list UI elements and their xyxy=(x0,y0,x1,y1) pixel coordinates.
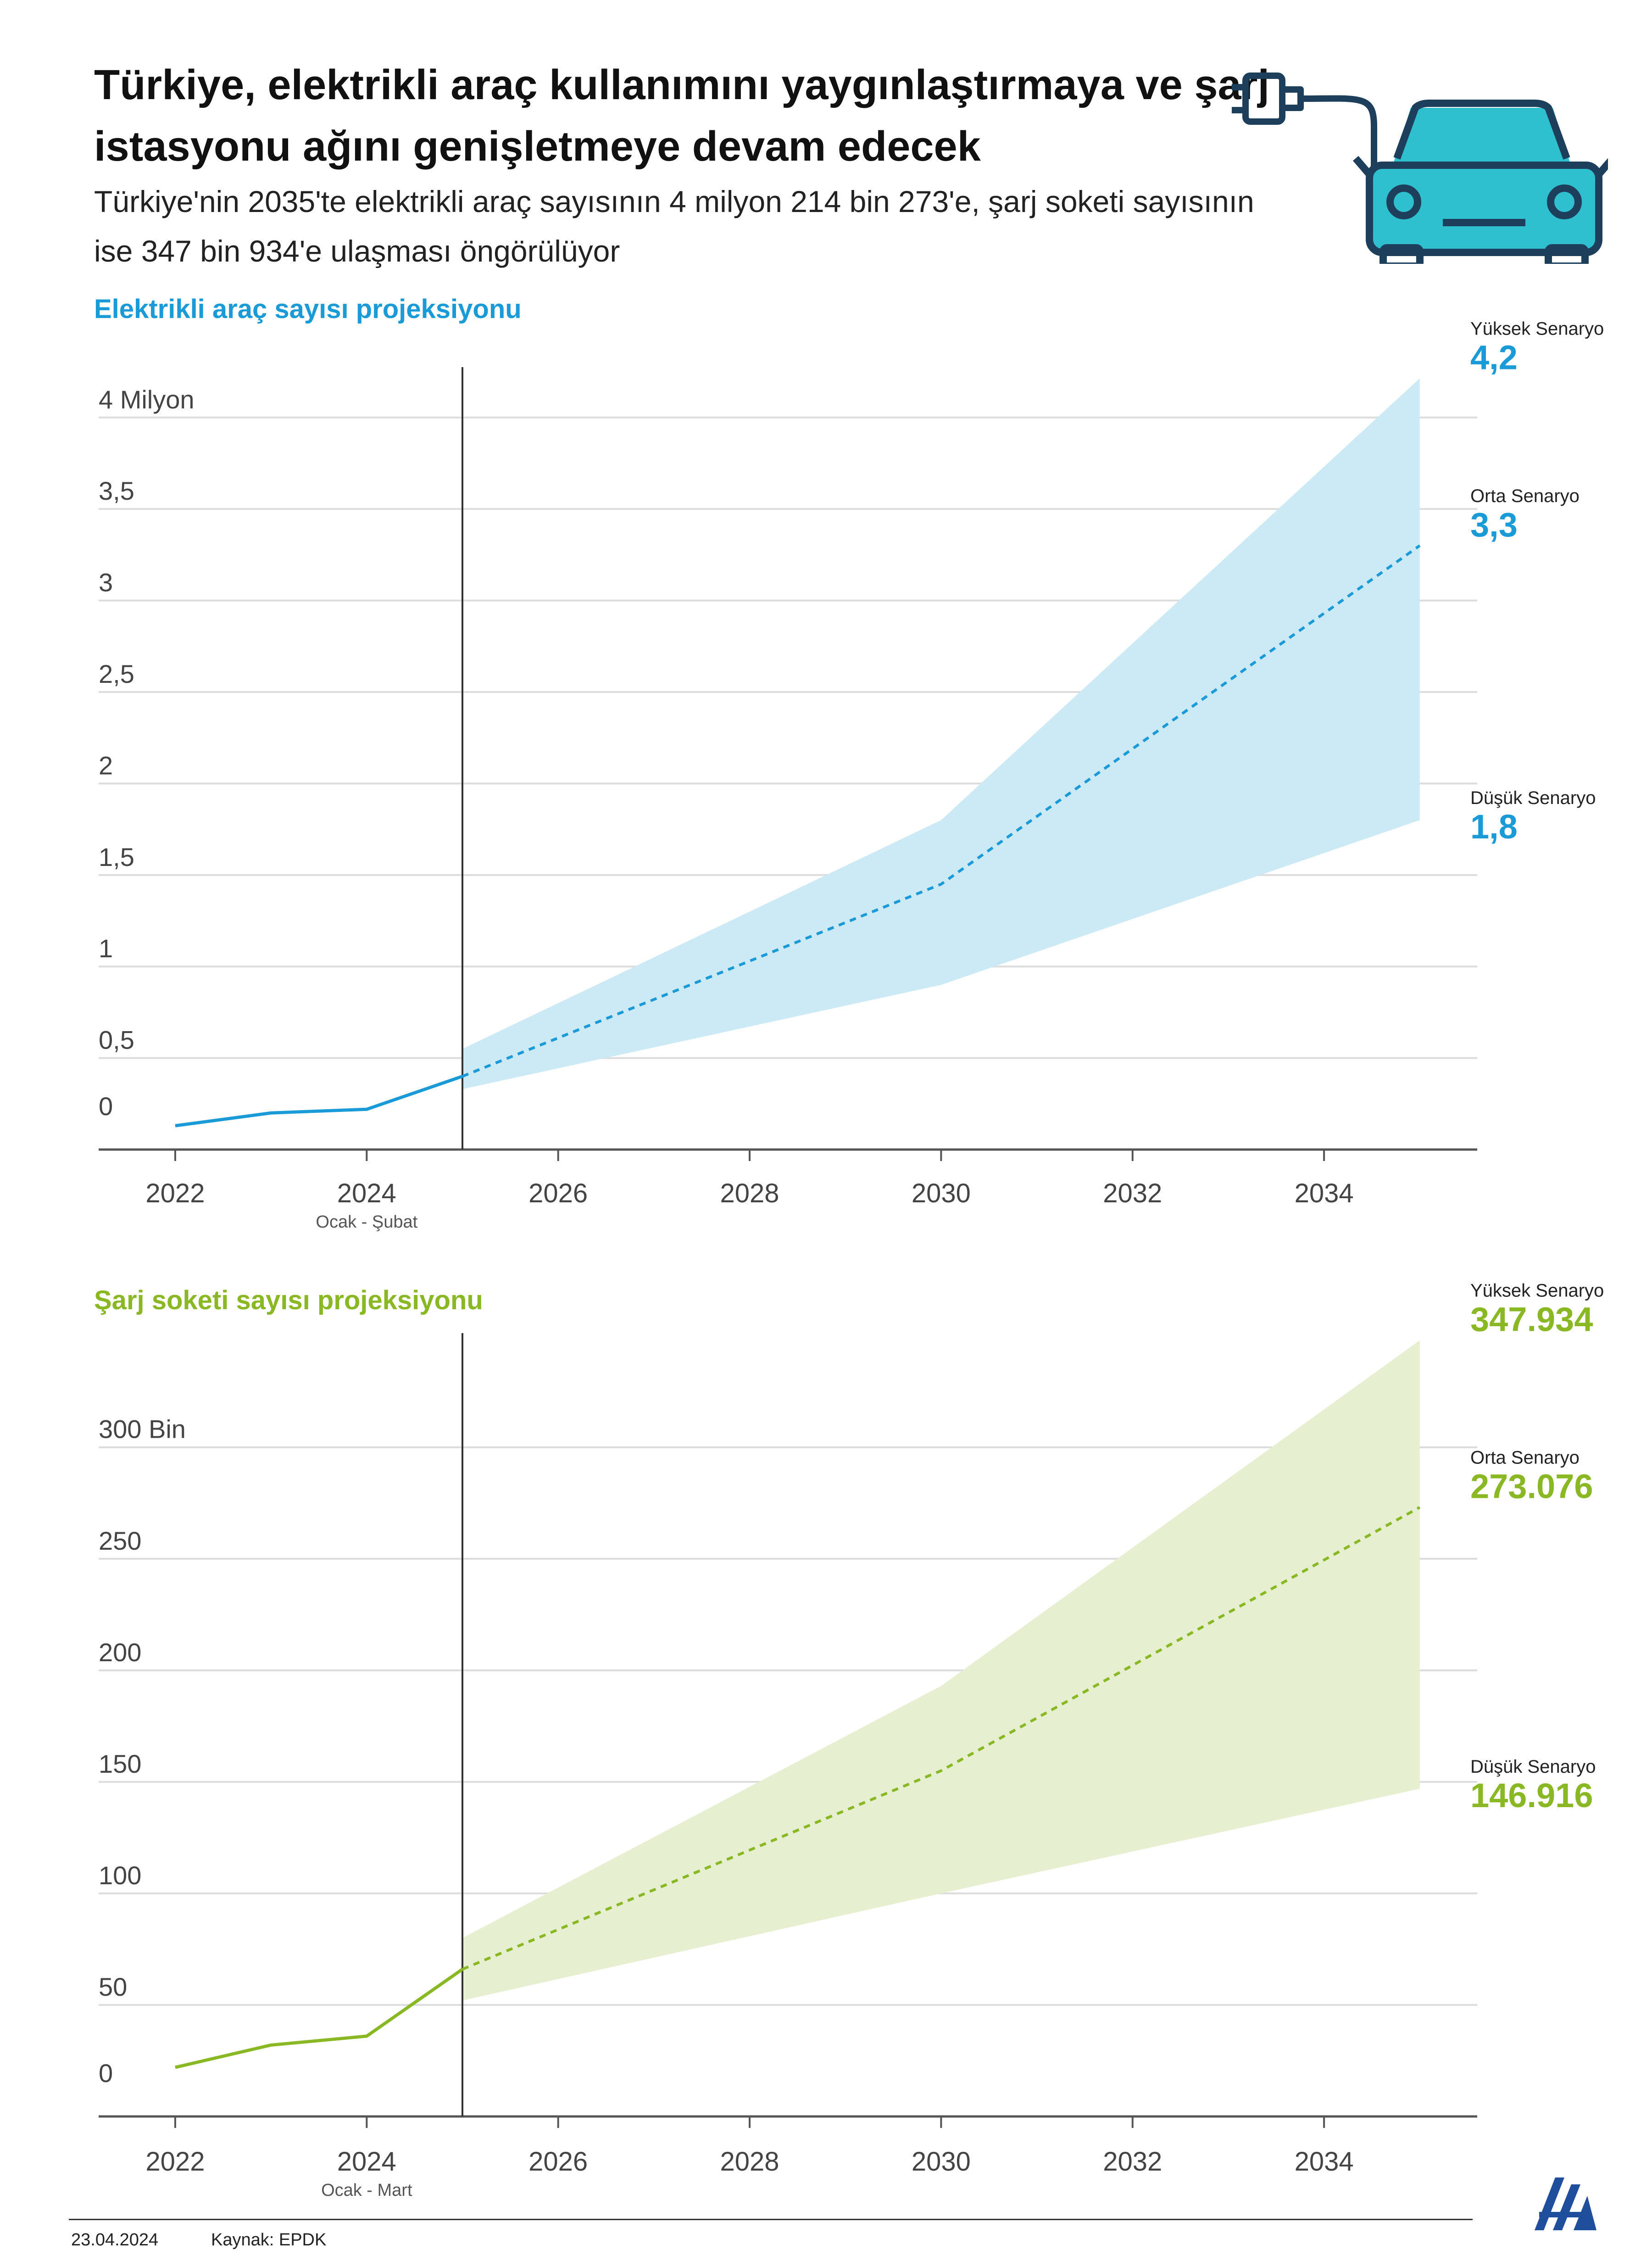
footer-source: Kaynak: EPDK xyxy=(211,2230,327,2250)
y-tick-label: 100 xyxy=(99,1861,141,1890)
scenario-value-label: 146.916 xyxy=(1470,1776,1593,1814)
historical-line xyxy=(175,1075,463,1128)
y-tick-label: 200 xyxy=(99,1638,141,1667)
scenario-value-label: 273.076 xyxy=(1470,1468,1593,1506)
y-tick-label: 3,5 xyxy=(99,476,134,505)
x-tick-label: 2024 xyxy=(337,1178,396,1208)
x-tick-label: 2032 xyxy=(1103,1178,1162,1208)
scenario-value-label: 1,8 xyxy=(1470,808,1518,846)
y-tick-label: 4 Milyon xyxy=(99,385,195,414)
x-tick-label: 2034 xyxy=(1295,2147,1354,2177)
ev-projection-chart: 0 0,5 1 1,5 2 2,5 3 3,5 4 Milyon 2022 2024 2026 2028… xyxy=(99,318,1604,1232)
x-tick-label: 2024 xyxy=(337,2147,396,2177)
y-tick-label: 1 xyxy=(99,934,113,963)
x-note: Ocak - Şubat xyxy=(316,1212,417,1232)
x-tick-label: 2030 xyxy=(912,1178,971,1208)
socket-projection-chart: 0 50 100 150 200 250 300 Bin 2022 2024 2026 2028 20… xyxy=(99,1281,1604,2200)
mid-scenario-line xyxy=(462,544,1421,1078)
scenario-name: Orta Senaryo xyxy=(1470,486,1580,506)
x-tick-label: 2030 xyxy=(912,2147,971,2177)
scenario-name: Orta Senaryo xyxy=(1470,1448,1580,1468)
page-subtitle: Türkiye'nin 2035'te elektrikli araç sayı… xyxy=(94,184,1254,268)
y-tick-label: 250 xyxy=(99,1526,141,1555)
y-tick-label: 1,5 xyxy=(99,843,134,871)
scenario-value-label: 347.934 xyxy=(1470,1301,1593,1339)
scenario-band xyxy=(462,1340,1420,2001)
x-tick-label: 2026 xyxy=(528,2147,588,2177)
chart-title-socket: Şarj soketi sayısı projeksiyonu xyxy=(94,1285,483,1315)
aa-logo-icon xyxy=(1535,2177,1596,2230)
y-tick-label: 3 xyxy=(99,568,113,597)
page-title: Türkiye, elektrikli araç kullanımını yay… xyxy=(94,61,1270,170)
x-tick-label: 2026 xyxy=(528,1178,588,1208)
ev-charging-car-icon xyxy=(1232,73,1608,264)
y-tick-label: 0,5 xyxy=(99,1026,134,1055)
scenario-name: Yüksek Senaryo xyxy=(1470,318,1604,339)
scenario-value-label: 3,3 xyxy=(1470,506,1518,544)
y-tick-label: 150 xyxy=(99,1749,141,1778)
x-tick-label: 2028 xyxy=(720,2147,779,2177)
footer-date: 23.04.2024 xyxy=(71,2230,159,2250)
y-tick-label: 50 xyxy=(99,1972,127,2001)
scenario-name: Düşük Senaryo xyxy=(1470,788,1596,808)
x-tick-label: 2034 xyxy=(1295,1178,1354,1208)
mid-scenario-line xyxy=(462,1506,1421,1971)
chart-title-ev: Elektrikli araç sayısı projeksiyonu xyxy=(94,294,522,324)
historical-line xyxy=(175,1968,463,2069)
scenario-value-label: 4,2 xyxy=(1470,338,1518,376)
x-tick-label: 2028 xyxy=(720,1178,779,1208)
x-tick-label: 2032 xyxy=(1103,2147,1162,2177)
y-tick-label: 0 xyxy=(99,2059,113,2088)
y-tick-label: 2,5 xyxy=(99,659,134,688)
scenario-band xyxy=(462,378,1420,1089)
y-tick-label: 2 xyxy=(99,751,113,780)
x-tick-label: 2022 xyxy=(145,2147,205,2177)
footer-divider xyxy=(69,2219,1473,2220)
x-tick-label: 2022 xyxy=(145,1178,205,1208)
x-note: Ocak - Mart xyxy=(321,2181,412,2200)
y-tick-label: 300 Bin xyxy=(99,1415,186,1444)
scenario-name: Düşük Senaryo xyxy=(1470,1757,1596,1777)
scenario-name: Yüksek Senaryo xyxy=(1470,1281,1604,1301)
y-tick-label: 0 xyxy=(99,1092,113,1121)
